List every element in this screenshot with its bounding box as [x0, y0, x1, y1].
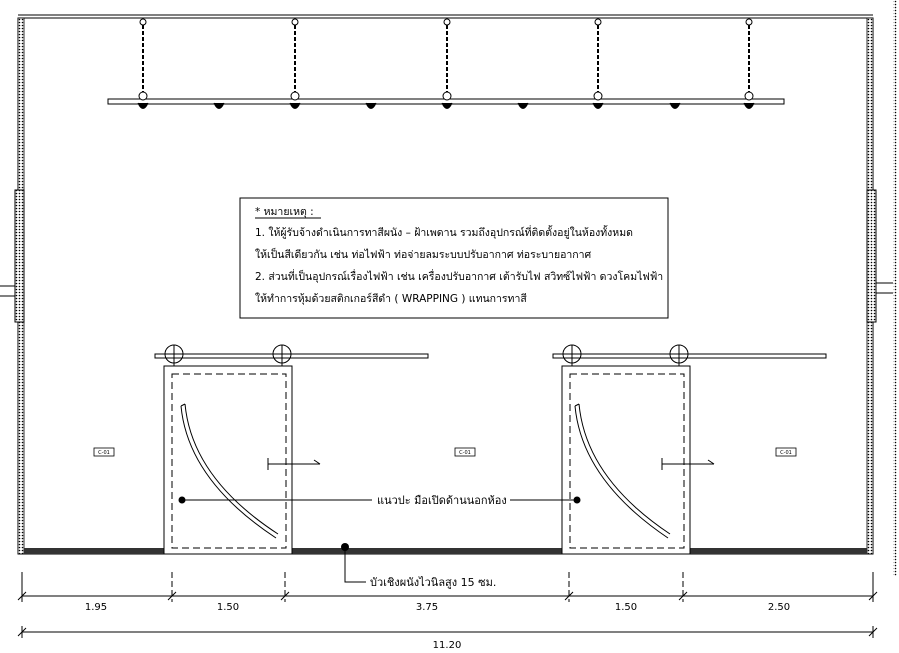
- note-heading: * หมายเหตุ :: [255, 206, 314, 218]
- swing-markers: [267, 458, 715, 470]
- dim-segment-1: 1.95: [85, 602, 107, 613]
- baseboard: [24, 548, 867, 554]
- note-line-1: 1. ให้ผู้รับจ้างดำเนินการทาสีผนัง – ฝ้าเ…: [255, 225, 633, 239]
- hanging-rod: [441, 18, 453, 109]
- dim-segment-2: 1.50: [217, 602, 239, 613]
- wall-tag-right: C-01: [775, 447, 797, 457]
- baseboard-callout: บัวเชิงผนังไวนิลสูง 15 ซม.: [341, 543, 496, 589]
- dim-total: 11.20: [433, 640, 462, 651]
- dimension-chain: 1.95 1.50 3.75 1.50 2.50 11.20: [17, 572, 878, 651]
- baseboard-callout-text: บัวเชิงผนังไวนิลสูง 15 ซม.: [370, 576, 496, 589]
- rail-clip: [669, 102, 681, 109]
- wall-tag-center: C-01: [454, 447, 476, 457]
- hanging-rod: [137, 18, 149, 109]
- note-line-2: ให้เป็นสีเดียวกัน เช่น ท่อไฟฟ้า ท่อจ่ายล…: [255, 247, 592, 261]
- door-callout: แนวปะ มือเปิดด้านนอกห้อง: [182, 494, 577, 507]
- wall-tag-left: C-01: [93, 447, 115, 457]
- wall-frame: [0, 0, 897, 576]
- rail-clip: [213, 102, 225, 109]
- dim-segment-5: 2.50: [768, 602, 790, 613]
- hanging-rod: [743, 18, 755, 109]
- svg-text:C-01: C-01: [98, 450, 110, 456]
- ceiling-rail: [107, 18, 785, 109]
- svg-text:C-01: C-01: [780, 450, 792, 456]
- dim-segment-4: 1.50: [615, 602, 637, 613]
- hanging-rod: [289, 18, 301, 109]
- right-door: [552, 344, 827, 555]
- dim-segment-3: 3.75: [416, 602, 438, 613]
- note-line-4: ให้ทำการหุ้มด้วยสติกเกอร์สีดำ ( WRAPPING…: [255, 292, 527, 305]
- rail-clip: [517, 102, 529, 109]
- note-box: * หมายเหตุ : 1. ให้ผู้รับจ้างดำเนินการทา…: [239, 197, 669, 319]
- rail-clip: [365, 102, 377, 109]
- svg-text:C-01: C-01: [459, 450, 471, 456]
- note-line-3: 2. ส่วนที่เป็นอุปกรณ์เรื่องไฟฟ้า เช่น เค…: [255, 269, 663, 283]
- hanging-rod: [592, 18, 604, 109]
- door-callout-text: แนวปะ มือเปิดด้านนอกห้อง: [377, 494, 507, 507]
- left-door: [154, 344, 429, 555]
